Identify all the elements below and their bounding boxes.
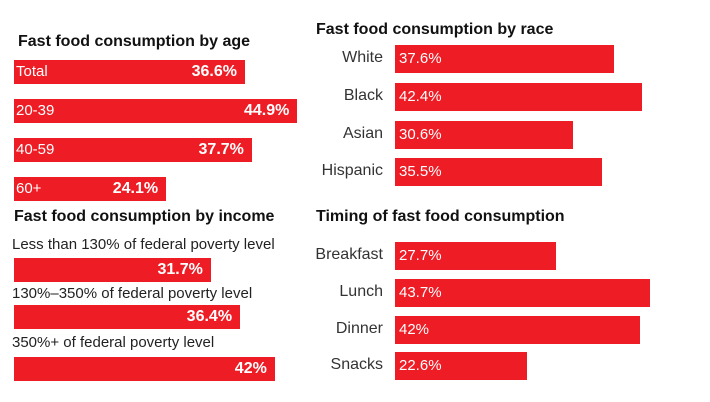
chart-title: Timing of fast food consumption — [316, 208, 565, 225]
value-label: 36.4% — [186, 308, 233, 325]
bar — [395, 121, 574, 149]
bar — [395, 83, 643, 111]
bar — [14, 60, 245, 84]
bar — [395, 352, 527, 380]
value-label: 43.7% — [399, 284, 442, 301]
chart-title: Fast food consumption by race — [316, 21, 554, 38]
bar — [14, 99, 298, 123]
category-label: 60+ — [16, 180, 42, 197]
category-label: Dinner — [335, 320, 383, 337]
value-label: 42.4% — [399, 88, 442, 105]
bar — [395, 279, 650, 307]
value-label: 24.1% — [112, 180, 159, 197]
bar — [14, 258, 211, 282]
value-label: 37.7% — [198, 141, 244, 158]
category-label: Less than 130% of federal poverty level — [12, 236, 275, 253]
category-label: 130%–350% of federal poverty level — [12, 285, 253, 302]
value-label: 37.6% — [399, 50, 442, 67]
category-label: Black — [343, 87, 383, 104]
bar — [395, 316, 640, 344]
value-label: 22.6% — [399, 357, 442, 374]
chart-title: Fast food consumption by age — [18, 33, 251, 50]
category-label: Asian — [342, 125, 383, 142]
bar — [14, 357, 275, 381]
value-label: 31.7% — [157, 261, 203, 278]
bar — [14, 177, 167, 201]
bar — [395, 45, 615, 73]
category-label: White — [342, 49, 383, 66]
value-label: 42% — [399, 321, 430, 338]
category-label: 350%+ of federal poverty level — [12, 334, 215, 351]
chart-title: Fast food consumption by income — [14, 208, 275, 225]
bar — [395, 158, 602, 186]
category-label: Lunch — [339, 283, 383, 300]
bar — [395, 242, 557, 270]
value-label: 44.9% — [243, 102, 290, 119]
bar — [14, 138, 252, 162]
value-label: 42% — [234, 360, 267, 377]
category-label: Hispanic — [321, 162, 383, 179]
category-label: Snacks — [330, 356, 383, 373]
value-label: 36.6% — [191, 63, 237, 80]
value-label: 35.5% — [399, 163, 442, 180]
category-label: Total — [16, 63, 48, 80]
category-label: Breakfast — [315, 246, 383, 263]
bar — [14, 305, 241, 329]
category-label: 20-39 — [16, 102, 55, 119]
value-label: 30.6% — [399, 126, 442, 143]
category-label: 40-59 — [16, 141, 55, 158]
value-label: 27.7% — [399, 247, 442, 264]
